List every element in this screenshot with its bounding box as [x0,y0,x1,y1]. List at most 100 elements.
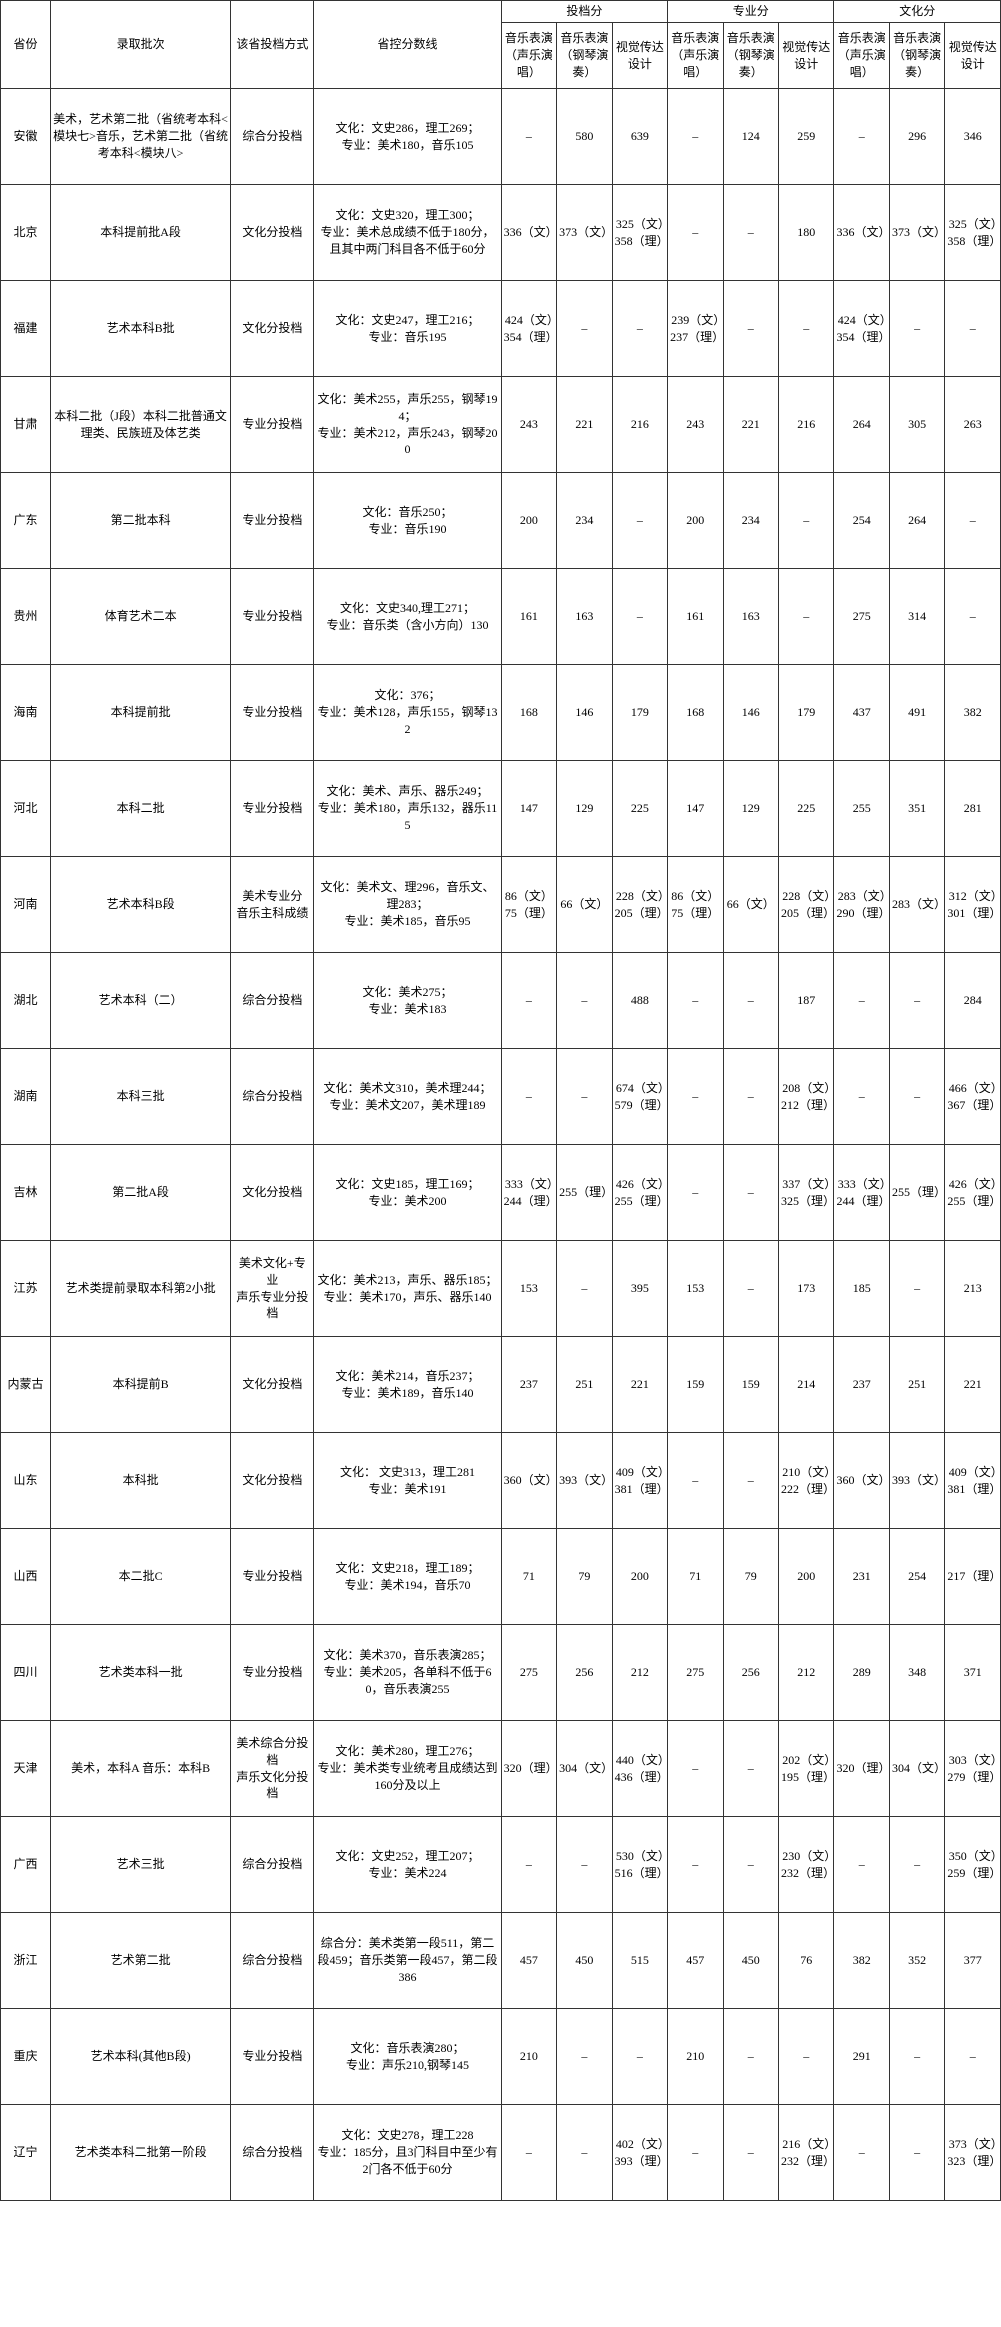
cell-score: 214 [779,1337,834,1433]
cell-score: 161 [668,569,723,665]
cell-score: 393（文） [557,1433,612,1529]
th-group-wenhua: 文化分 [834,1,1001,23]
cell-score: 217（理） [945,1529,1001,1625]
cell-score: – [668,1049,723,1145]
cell-score: – [779,473,834,569]
cell-score: 352 [889,1913,944,2009]
cell-score: 314 [889,569,944,665]
cell-control: 文化：美术275； 专业：美术183 [314,953,501,1049]
cell-control: 文化：文史252，理工207； 专业：美术224 [314,1817,501,1913]
table-row: 山西本二批C专业分投档文化：文史218，理工189； 专业：美术194，音乐70… [1,1529,1001,1625]
table-row: 浙江艺术第二批综合分投档综合分：美术类第一段511，第二段459；音乐类第一段4… [1,1913,1001,2009]
cell-score: 256 [557,1625,612,1721]
cell-method: 专业分投档 [231,473,314,569]
cell-batch: 本科提前批 [50,665,230,761]
cell-score: 325（文）358（理） [612,185,667,281]
cell-score: 230（文）232（理） [779,1817,834,1913]
cell-score: 350（文）259（理） [945,1817,1001,1913]
cell-score: – [834,1817,889,1913]
th-method: 该省投档方式 [231,1,314,89]
cell-score: 255（理） [557,1145,612,1241]
cell-batch: 美术，艺术第二批（省统考本科<模块七>音乐，艺术第二批（省统考本科<模块八> [50,89,230,185]
cell-score: 161 [501,569,556,665]
cell-score: 296 [889,89,944,185]
cell-score: – [889,2009,944,2105]
cell-score: 234 [723,473,778,569]
cell-score: 256 [723,1625,778,1721]
cell-score: 146 [557,665,612,761]
cell-batch: 艺术本科B段 [50,857,230,953]
cell-province: 内蒙古 [1,1337,51,1433]
cell-score: 304（文） [889,1721,944,1817]
th-province: 省份 [1,1,51,89]
cell-method: 文化分投档 [231,1433,314,1529]
cell-batch: 本二批C [50,1529,230,1625]
cell-score: 402（文）393（理） [612,2105,667,2201]
cell-control: 文化：美术213，声乐、器乐185； 专业：美术170，声乐、器乐140 [314,1241,501,1337]
cell-score: 234 [557,473,612,569]
cell-score: 129 [557,761,612,857]
cell-score: 216 [779,377,834,473]
cell-score: – [723,1241,778,1337]
cell-province: 重庆 [1,2009,51,2105]
table-body: 安徽美术，艺术第二批（省统考本科<模块七>音乐，艺术第二批（省统考本科<模块八>… [1,89,1001,2201]
cell-method: 美术文化+专业 声乐专业分投档 [231,1241,314,1337]
cell-score: 210 [668,2009,723,2105]
cell-score: 289 [834,1625,889,1721]
cell-province: 安徽 [1,89,51,185]
th-sub: 音乐表演（声乐演唱） [668,23,723,89]
cell-score: – [779,2009,834,2105]
cell-province: 四川 [1,1625,51,1721]
cell-batch: 艺术类本科二批第一阶段 [50,2105,230,2201]
cell-score: – [557,1049,612,1145]
cell-batch: 艺术类提前录取本科第2小批 [50,1241,230,1337]
cell-score: 348 [889,1625,944,1721]
th-sub: 音乐表演（钢琴演奏） [557,23,612,89]
cell-score: – [557,2105,612,2201]
cell-batch: 第二批本科 [50,473,230,569]
cell-score: 259 [779,89,834,185]
table-row: 山东本科批文化分投档文化： 文史313，理工281 专业：美术191360（文）… [1,1433,1001,1529]
cell-score: 216（文）232（理） [779,2105,834,2201]
cell-batch: 艺术本科B批 [50,281,230,377]
cell-score: 275 [668,1625,723,1721]
cell-score: – [501,2105,556,2201]
table-row: 福建艺术本科B批文化分投档文化：文史247，理工216； 专业：音乐195424… [1,281,1001,377]
cell-score: 337（文）325（理） [779,1145,834,1241]
cell-batch: 体育艺术二本 [50,569,230,665]
cell-score: 515 [612,1913,667,2009]
cell-score: 639 [612,89,667,185]
cell-score: – [723,2009,778,2105]
table-header: 省份 录取批次 该省投档方式 省控分数线 投档分 专业分 文化分 音乐表演（声乐… [1,1,1001,89]
cell-method: 综合分投档 [231,1049,314,1145]
cell-method: 综合分投档 [231,2105,314,2201]
cell-score: 395 [612,1241,667,1337]
cell-score: 129 [723,761,778,857]
cell-score: 79 [723,1529,778,1625]
cell-score: 228（文）205（理） [779,857,834,953]
cell-score: – [889,953,944,1049]
cell-score: 153 [668,1241,723,1337]
cell-score: – [612,569,667,665]
cell-control: 文化：文史340,理工271； 专业：音乐类（含小方向）130 [314,569,501,665]
cell-method: 综合分投档 [231,89,314,185]
cell-score: 303（文）279（理） [945,1721,1001,1817]
cell-method: 综合分投档 [231,1817,314,1913]
th-group-toudang: 投档分 [501,1,667,23]
cell-score: 179 [612,665,667,761]
cell-score: 212 [779,1625,834,1721]
cell-province: 浙江 [1,1913,51,2009]
cell-score: 237 [501,1337,556,1433]
cell-control: 文化：美术280，理工276； 专业：美术类专业统考且成绩达到160分及以上 [314,1721,501,1817]
cell-score: – [723,185,778,281]
cell-score: 255 [834,761,889,857]
cell-score: 377 [945,1913,1001,2009]
cell-score: 426（文）255（理） [612,1145,667,1241]
cell-score: 146 [723,665,778,761]
cell-score: – [889,1049,944,1145]
cell-score: – [501,1817,556,1913]
cell-score: – [501,953,556,1049]
cell-score: 409（文）381（理） [612,1433,667,1529]
cell-score: 530（文）516（理） [612,1817,667,1913]
cell-score: 185 [834,1241,889,1337]
